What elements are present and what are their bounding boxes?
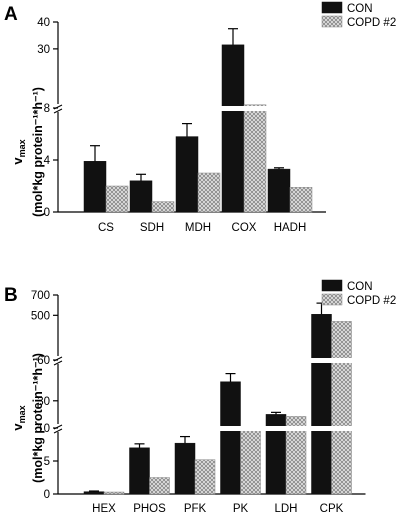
x-tick-label: CS [98, 222, 114, 234]
bar-copd [289, 187, 313, 213]
y-tick-label: 30 [37, 396, 50, 408]
bar-con [174, 442, 196, 495]
bar-break-gap [309, 426, 354, 431]
x-tick-label: COX [232, 222, 257, 234]
legend-label: COPD #2 [347, 17, 396, 29]
bar-break-gap [218, 426, 263, 431]
x-tick-label: HADH [274, 222, 307, 234]
legend-label: COPD #2 [347, 295, 396, 307]
y-tick-label: 40 [37, 17, 50, 29]
y-tick-label: 4 [44, 155, 51, 167]
legend-swatch-con [321, 279, 343, 292]
bar-con [129, 180, 153, 213]
panel-a: A 0 4 8 30 40 CS SDH MDH COX HADH vmax (mol*kg prote… [4, 1, 396, 234]
x-tick-label: LDH [274, 503, 297, 514]
y-axis-label-v: v [10, 423, 25, 431]
legend-swatch-con [321, 1, 343, 14]
y-tick-label: 0 [44, 207, 50, 219]
bar-copd [151, 201, 175, 213]
panel-b: B 0 5 10 30 60 500 700 HEX PHOS PFK PK LDH CPK vmax (mo… [4, 279, 396, 514]
axis-break-mark [53, 356, 63, 362]
x-tick-label: PHOS [133, 503, 166, 514]
axis-break-mark [53, 360, 63, 366]
bar-con [221, 44, 245, 213]
bar-con [83, 491, 105, 495]
y-axis-label-main: vmax [10, 405, 27, 430]
y-tick-label: 30 [37, 44, 50, 56]
axis-break-mark [53, 428, 63, 434]
bar-con [83, 161, 107, 213]
bar-break-gap [220, 106, 268, 111]
panel-label: B [4, 285, 18, 306]
bar-con [220, 381, 241, 495]
x-tick-label: HEX [92, 503, 116, 514]
bar-copd [197, 172, 221, 213]
bar-copd [105, 185, 129, 213]
y-axis-label-units: (mol*kg protein⁻¹*h⁻¹) [31, 87, 45, 217]
x-tick-label: SDH [140, 222, 164, 234]
y-tick-label: 700 [31, 290, 50, 302]
legend-swatch-copd [321, 15, 343, 28]
bar-copd [285, 416, 307, 495]
axis-break-mark [53, 108, 63, 114]
y-tick-label: 60 [37, 355, 50, 367]
y-tick-label: 5 [44, 456, 50, 468]
bar-copd [243, 104, 267, 213]
x-tick-label: MDH [185, 222, 211, 234]
y-axis-label-sub: max [17, 405, 27, 423]
bar-copd [149, 477, 170, 495]
bar-con [129, 447, 150, 495]
y-tick-label: 8 [44, 103, 50, 115]
y-tick-label: 10 [37, 423, 50, 435]
bar-break-gap [309, 358, 354, 363]
bar-con [175, 136, 199, 213]
bar-break-gap [264, 426, 308, 431]
panel-label: A [4, 4, 18, 25]
y-tick-label: 500 [31, 310, 50, 322]
axis-break-mark [53, 104, 63, 110]
bar-con [311, 314, 332, 495]
y-tick-label: 0 [44, 489, 50, 501]
y-axis-label-v: v [10, 157, 25, 165]
axis-break-mark [53, 424, 63, 430]
x-tick-label: PFK [184, 503, 207, 514]
bar-copd [103, 491, 125, 495]
x-tick-label: CPK [320, 503, 344, 514]
bar-copd [194, 459, 216, 495]
y-axis-label-main: vmax [10, 139, 27, 164]
bar-con [267, 168, 291, 213]
y-axis-label-units: (mol*kg protein⁻¹*h⁻¹) [31, 353, 45, 483]
x-tick-label: PK [233, 503, 249, 514]
legend-label: CON [347, 281, 373, 293]
legend-swatch-copd [321, 293, 343, 306]
y-axis-label-sub: max [17, 139, 27, 157]
legend-label: CON [347, 3, 373, 15]
bar-copd [331, 321, 352, 495]
bar-copd [240, 427, 261, 495]
